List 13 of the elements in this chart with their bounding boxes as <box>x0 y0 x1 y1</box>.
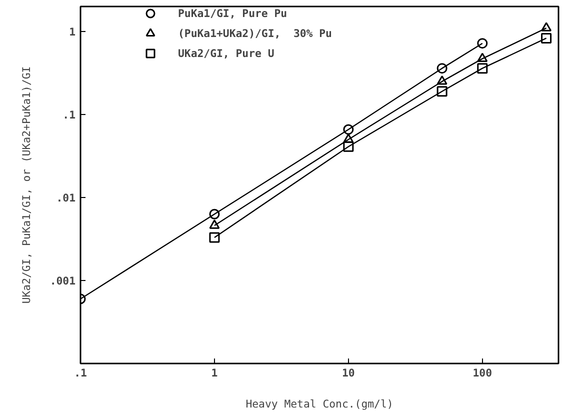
x-axis-title: Heavy Metal Conc.(gm/l) <box>246 398 394 410</box>
y-tick-label: 1 <box>69 25 76 38</box>
x-tick-label: 100 <box>472 366 492 380</box>
legend-label: UKa2/GI, Pure U <box>178 46 274 60</box>
legend-label: (PuKa1+UKa2)/GI, 30% Pu <box>178 26 332 40</box>
x-tick-label: .1 <box>74 366 87 380</box>
y-tick-label: .01 <box>56 191 76 204</box>
x-tick-label: 1 <box>211 366 218 380</box>
x-tick-label: 10 <box>342 366 355 380</box>
legend-label: PuKa1/GI, Pure Pu <box>178 6 288 20</box>
y-tick-label: .1 <box>62 108 76 122</box>
y-axis-title: UKa2/GI, PuKa1/GI, or (UKa2+PuKa1)/GI <box>20 66 33 304</box>
y-tick-label: .001 <box>50 274 76 288</box>
